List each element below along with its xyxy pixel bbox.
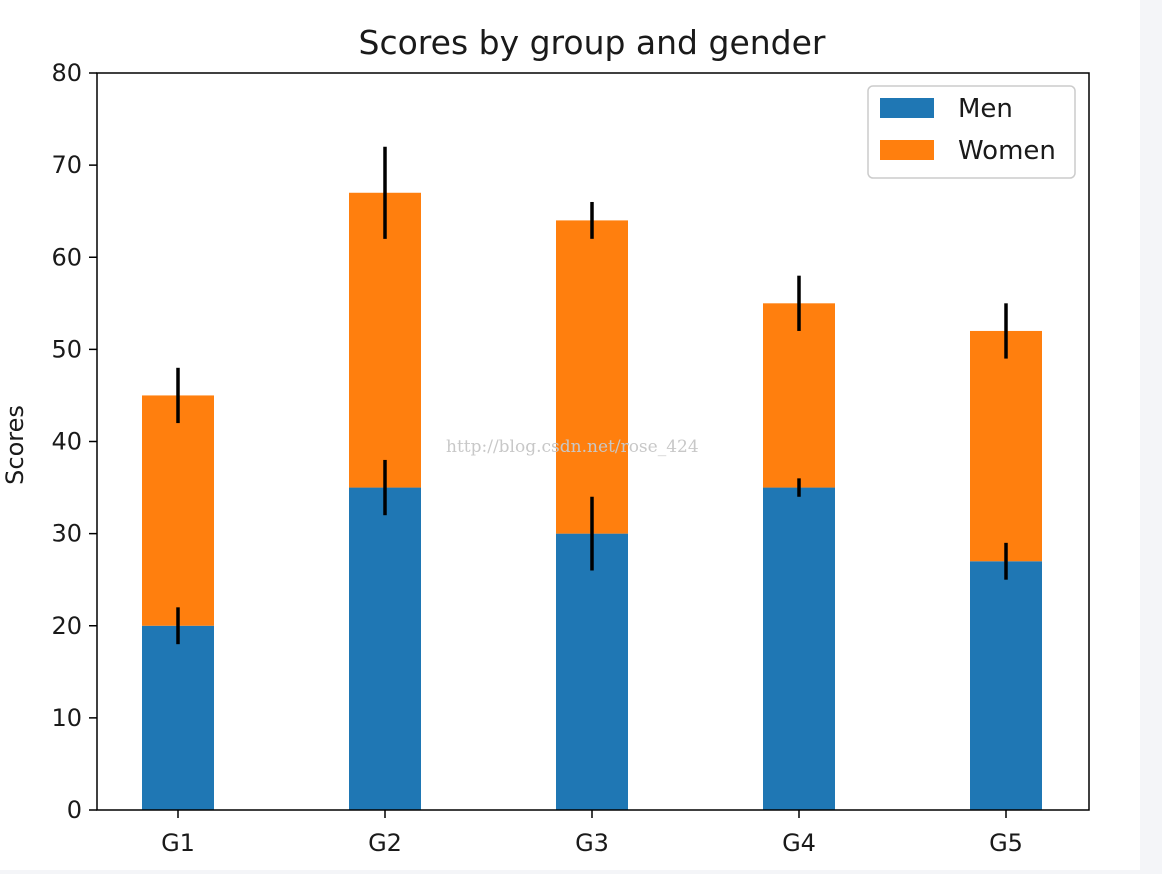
y-tick-label: 20 <box>51 612 82 640</box>
legend: Men Women <box>867 85 1076 179</box>
y-tick-label: 30 <box>51 520 82 548</box>
y-tick-label: 0 <box>67 796 82 824</box>
stacked-bar-chart: Scores by group and gender Scores 0 10 20 3… <box>1 23 1090 857</box>
bar-men-g1 <box>142 625 214 810</box>
y-tick-label: 40 <box>51 428 82 456</box>
y-tick-label: 10 <box>51 704 82 732</box>
bar-men-g3 <box>556 533 628 810</box>
y-axis-title: Scores <box>1 405 29 485</box>
bar-women-g1 <box>142 395 214 626</box>
x-tick-label: G2 <box>368 829 402 857</box>
legend-swatch-men <box>880 98 934 118</box>
chart-title: Scores by group and gender <box>359 23 826 62</box>
x-axis-ticks: G1 G2 G3 G4 G5 <box>161 810 1023 857</box>
y-axis-ticks: 0 10 20 30 40 50 60 70 80 <box>51 59 97 824</box>
y-tick-label: 50 <box>51 335 82 363</box>
bar-women-g3 <box>556 220 628 534</box>
figure-canvas: Scores by group and gender Scores 0 10 20 3… <box>0 0 1140 870</box>
bars-layer <box>142 192 1042 810</box>
y-tick-label: 80 <box>51 59 82 87</box>
bar-women-g2 <box>349 192 421 488</box>
legend-label-women: Women <box>958 136 1056 166</box>
legend-swatch-women <box>880 140 934 160</box>
x-tick-label: G5 <box>989 829 1023 857</box>
bar-men-g4 <box>763 487 835 810</box>
x-tick-label: G1 <box>161 829 195 857</box>
x-tick-label: G4 <box>782 829 816 857</box>
bar-women-g4 <box>763 303 835 488</box>
bar-women-g5 <box>970 330 1042 562</box>
watermark-text: http://blog.csdn.net/rose_424 <box>446 437 699 457</box>
y-tick-label: 70 <box>51 151 82 179</box>
error-bars-layer <box>176 146 1008 645</box>
bar-men-g5 <box>970 561 1042 810</box>
y-tick-label: 60 <box>51 243 82 271</box>
x-tick-label: G3 <box>575 829 609 857</box>
legend-label-men: Men <box>958 94 1013 124</box>
bar-men-g2 <box>349 487 421 810</box>
